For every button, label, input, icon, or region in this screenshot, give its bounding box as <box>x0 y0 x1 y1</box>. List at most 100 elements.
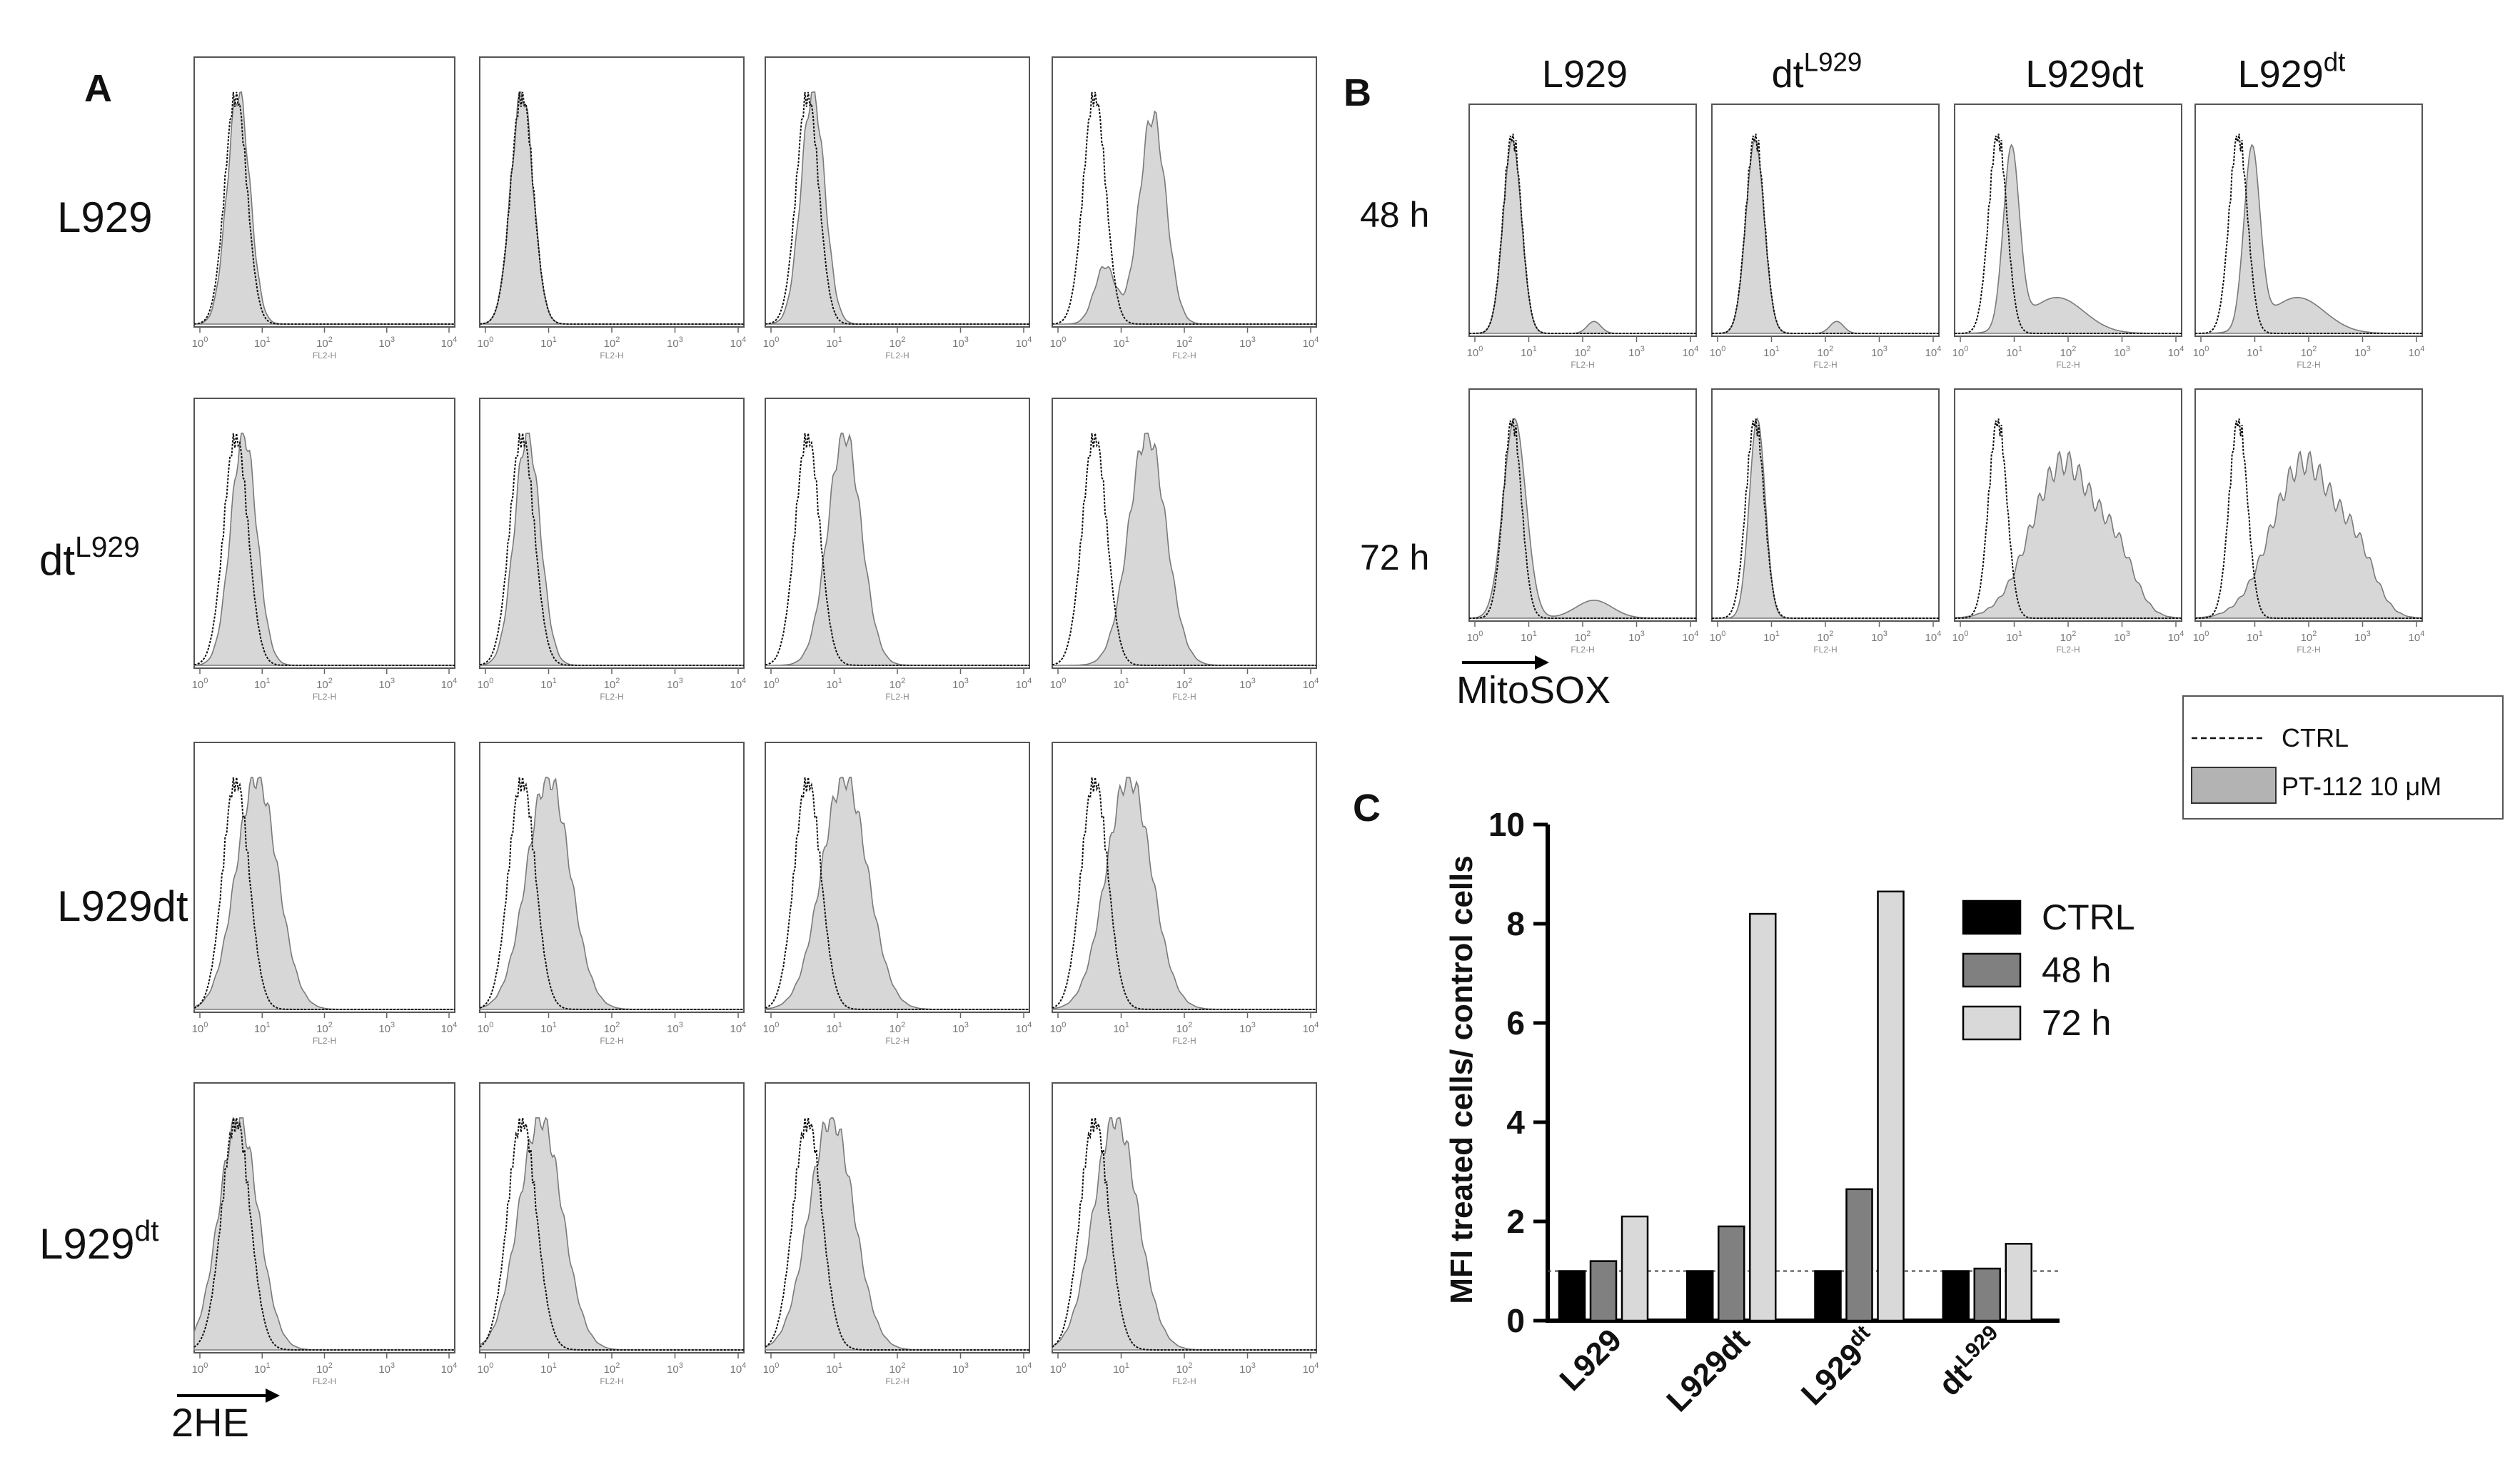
control-histogram <box>1955 418 2182 619</box>
x-tick-base: 10 <box>2114 347 2126 359</box>
x-tick-base: 10 <box>1628 347 1640 359</box>
x-tick-exponent: 1 <box>2259 630 2263 638</box>
panel-a-row-label-text: L929dt <box>57 882 188 930</box>
x-tick-exponent: 3 <box>679 336 683 344</box>
x-tick-label: 103 <box>2114 630 2130 644</box>
x-tick-label: 102 <box>316 336 333 350</box>
x-tick-base: 10 <box>478 1023 490 1035</box>
x-tick-exponent: 4 <box>1027 1021 1032 1029</box>
x-tick-base: 10 <box>254 338 266 350</box>
x-tick-label: 101 <box>540 1021 557 1035</box>
x-tick-label: 102 <box>316 1361 333 1376</box>
x-tick-exponent: 0 <box>2204 345 2209 353</box>
x-tick-label: 103 <box>667 1361 683 1376</box>
x-tick-label: 104 <box>1925 630 1942 644</box>
x-tick-exponent: 4 <box>2179 630 2184 638</box>
x-tick-label: 103 <box>2354 630 2371 644</box>
histogram-frame <box>1052 398 1317 669</box>
x-tick-exponent: 3 <box>1640 630 1645 638</box>
control-histogram <box>193 91 455 325</box>
x-tick-exponent: 3 <box>964 1361 969 1370</box>
x-tick-base: 10 <box>952 1363 964 1376</box>
x-tick-label: 104 <box>2409 630 2425 644</box>
x-tick-exponent: 4 <box>1314 1021 1319 1029</box>
x-tick-base: 10 <box>2006 632 2018 644</box>
x-tick-exponent: 3 <box>390 336 395 344</box>
control-histogram <box>1712 133 1939 334</box>
x-tick-base: 10 <box>192 1363 204 1376</box>
x-tick-exponent: 0 <box>1721 345 1725 353</box>
x-tick-label: 100 <box>1952 345 1969 359</box>
x-axis-label: FL2-H <box>600 351 623 361</box>
x-tick-base: 10 <box>1176 338 1189 350</box>
x-tick-label: 102 <box>604 1361 620 1376</box>
treated-histogram <box>765 777 1029 1010</box>
x-tick-exponent: 1 <box>1125 336 1129 344</box>
x-tick-label: 104 <box>730 1361 747 1376</box>
x-tick-base: 10 <box>1050 338 1062 350</box>
x-tick-base: 10 <box>889 1363 902 1376</box>
x-tick-label: 102 <box>316 1021 333 1035</box>
x-tick-base: 10 <box>378 338 390 350</box>
x-axis-label: FL2-H <box>2297 360 2320 370</box>
x-tick-exponent: 2 <box>615 336 620 344</box>
x-tick-base: 10 <box>1575 632 1587 644</box>
x-tick-base: 10 <box>192 338 204 350</box>
x-tick-label: 103 <box>667 677 683 691</box>
x-tick-exponent: 4 <box>742 677 746 685</box>
x-tick-base: 10 <box>667 679 679 691</box>
x-tick-base: 10 <box>952 679 964 691</box>
x-axis-label: FL2-H <box>1172 351 1196 361</box>
treated-histogram <box>2194 450 2423 619</box>
x-tick-base: 10 <box>1303 338 1315 350</box>
x-tick-base: 10 <box>1016 338 1028 350</box>
x-tick-label: 101 <box>2006 630 2022 644</box>
x-tick-exponent: 1 <box>1533 630 1537 638</box>
panel-b-column-label-text: L929dt <box>2025 53 2143 96</box>
panel-b-label: B <box>1344 71 1371 114</box>
legend-ctrl-label: CTRL <box>2282 723 2349 752</box>
x-tick-label: 104 <box>1016 1021 1032 1035</box>
x-tick-exponent: 1 <box>553 1361 557 1370</box>
x-tick-base: 10 <box>1710 347 1722 359</box>
x-tick-label: 102 <box>1575 345 1591 359</box>
x-tick-base: 10 <box>316 338 328 350</box>
treated-histogram <box>1052 777 1316 1010</box>
x-tick-base: 10 <box>1050 1023 1062 1035</box>
x-tick-base: 10 <box>604 679 616 691</box>
control-histogram <box>193 777 455 1010</box>
x-axis-label: FL2-H <box>885 1036 909 1046</box>
x-tick-base: 10 <box>826 1363 838 1376</box>
x-tick-label: 101 <box>826 1361 842 1376</box>
x-tick-base: 10 <box>378 1363 390 1376</box>
x-tick-label: 104 <box>2168 630 2184 644</box>
panel-a-row-label: dtL929 <box>39 530 140 584</box>
x-tick-base: 10 <box>478 338 490 350</box>
x-tick-exponent: 2 <box>328 1361 333 1370</box>
x-tick-label: 104 <box>730 677 747 691</box>
x-tick-base: 10 <box>1239 338 1251 350</box>
x-tick-label: 104 <box>1303 677 1319 691</box>
x-tick-label: 100 <box>1467 345 1483 359</box>
x-tick-base: 10 <box>2060 632 2072 644</box>
x-tick-label: 103 <box>378 336 395 350</box>
x-tick-label: 103 <box>378 1361 395 1376</box>
arrow-head-icon <box>266 1388 280 1403</box>
x-tick-base: 10 <box>952 338 964 350</box>
x-tick-base: 10 <box>1016 679 1028 691</box>
x-tick-label: 100 <box>478 677 494 691</box>
y-tick-label: 2 <box>1506 1203 1525 1240</box>
x-tick-label: 101 <box>1521 345 1537 359</box>
x-tick-exponent: 2 <box>901 1021 905 1029</box>
x-tick-label: 103 <box>2114 345 2130 359</box>
x-tick-base: 10 <box>254 1023 266 1035</box>
x-tick-base: 10 <box>763 679 775 691</box>
x-tick-exponent: 0 <box>1062 1361 1066 1370</box>
control-histogram <box>2195 418 2422 619</box>
